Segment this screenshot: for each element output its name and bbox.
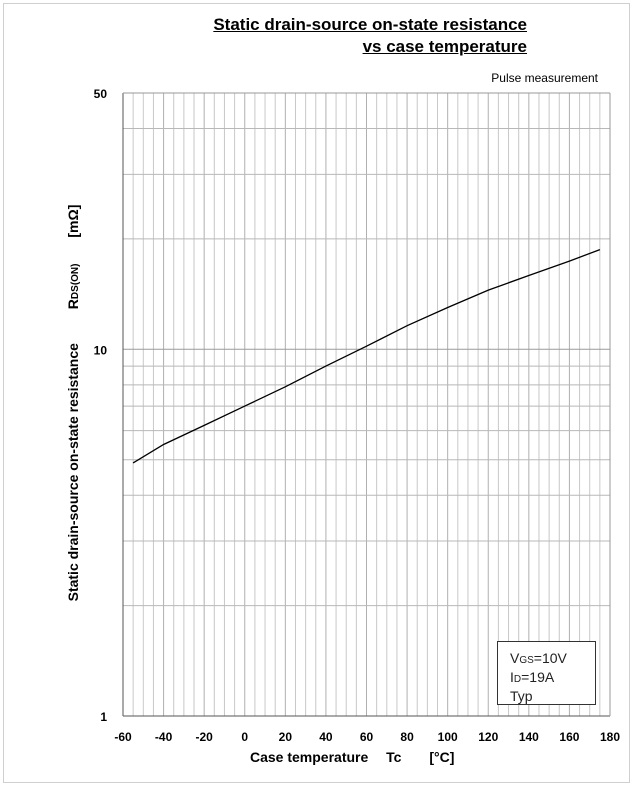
y-axis-label-text: Static drain-source on-state resistance [65,343,81,602]
condition-vgs-main: V [510,650,520,666]
x-tick-label: -20 [195,730,213,744]
condition-id: ID=19A [510,669,595,688]
x-tick-label: 0 [241,730,248,744]
y-tick-label: 10 [94,343,108,357]
condition-vgs-sub: GS [519,655,534,666]
condition-vgs: VGS=10V [510,650,595,669]
x-axis-symbol: Tc [386,749,402,765]
x-axis-label-text: Case temperature [250,749,369,765]
x-tick-label: 120 [478,730,498,744]
x-tick-label: 40 [319,730,333,744]
x-tick-label: 160 [559,730,579,744]
condition-id-value: =19A [521,669,555,685]
y-axis-symbol: RDS(ON) [65,264,81,310]
x-tick-label: 100 [438,730,458,744]
x-tick-label: 60 [360,730,374,744]
conditions-box: VGS=10V ID=19A Typ [497,641,596,705]
condition-id-sub: D [513,674,522,685]
x-tick-label: 180 [600,730,620,744]
condition-vgs-value: =10V [533,650,567,666]
condition-typ: Typ [510,688,533,704]
y-axis-symbol-sub: DS(ON) [70,263,81,300]
chart-title-line-2: vs case temperature [362,37,527,56]
x-axis-label: Case temperature Tc [°C] [250,749,454,765]
x-tick-label: 80 [400,730,414,744]
x-tick-label: 20 [279,730,293,744]
measurement-note: Pulse measurement [491,71,598,85]
y-tick-label: 50 [94,87,108,101]
x-tick-label: -40 [155,730,173,744]
y-axis-symbol-main: R [65,299,81,310]
x-axis-unit: [°C] [429,749,455,765]
figure-frame [3,3,630,783]
x-tick-label: -60 [114,730,132,744]
chart-title-line-1: Static drain-source on-state resistance [213,15,527,34]
condition-id-main: I [510,669,514,685]
y-tick-label: 1 [100,710,107,724]
y-axis-label: Static drain-source on-state resistance … [65,205,81,602]
x-tick-label: 140 [519,730,539,744]
y-axis-unit: [mΩ] [65,204,81,238]
series-line [132,248,601,464]
